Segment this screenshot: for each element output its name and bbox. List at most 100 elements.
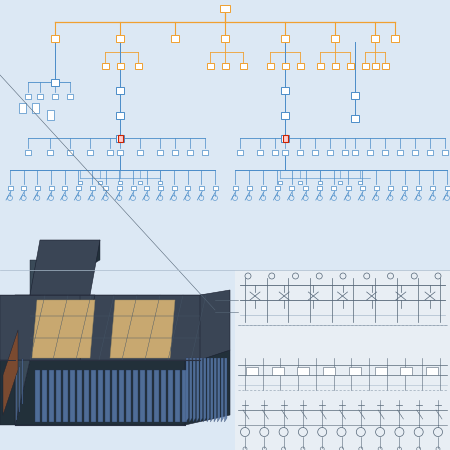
Polygon shape [197,358,199,422]
Bar [382,149,388,154]
Bar [297,367,310,375]
Bar [323,367,335,375]
Bar [397,149,403,154]
Bar [78,180,82,184]
Bar [303,186,308,190]
Bar [221,63,229,69]
Polygon shape [200,290,230,360]
Polygon shape [119,370,124,422]
Bar [346,63,354,69]
Bar [116,35,124,41]
Bar [374,367,387,375]
Bar [402,186,407,190]
Bar [117,186,122,190]
Bar [235,270,450,450]
Bar [116,112,124,118]
Bar [32,103,39,113]
Bar [342,149,348,154]
Polygon shape [30,240,100,295]
Bar [316,63,324,69]
Bar [130,186,135,190]
Bar [118,180,122,184]
Bar [202,149,208,154]
Bar [87,149,93,154]
Bar [37,94,43,99]
Bar [275,186,280,190]
Bar [351,91,359,99]
Bar [332,63,338,69]
Bar [171,186,176,190]
Polygon shape [0,295,45,425]
Polygon shape [185,350,230,425]
Bar [360,186,364,190]
Bar [98,180,102,184]
Bar [25,94,31,99]
Polygon shape [30,260,40,295]
Bar [278,180,282,184]
Polygon shape [133,370,138,422]
Bar [351,114,359,122]
Bar [237,149,243,154]
Bar [171,35,179,41]
Bar [47,149,53,154]
Bar [358,180,362,184]
Bar [107,149,113,154]
Polygon shape [168,370,173,422]
Bar [62,186,67,190]
Bar [430,186,435,190]
Polygon shape [186,358,189,422]
Bar [35,186,40,190]
Polygon shape [225,358,227,422]
Polygon shape [217,358,220,422]
Bar [261,186,266,190]
Bar [46,110,54,120]
Bar [281,35,289,41]
Polygon shape [214,358,216,422]
Bar [247,186,252,190]
Polygon shape [77,370,82,422]
Bar [297,63,303,69]
Polygon shape [35,370,40,422]
Polygon shape [221,358,224,422]
Bar [116,86,124,94]
Bar [51,78,59,86]
Bar [361,63,369,69]
Polygon shape [84,370,89,422]
Bar [283,135,288,141]
Polygon shape [3,330,18,415]
Polygon shape [110,300,175,358]
Bar [199,186,204,190]
Bar [76,186,81,190]
Polygon shape [211,358,213,422]
Bar [349,367,361,375]
Polygon shape [32,300,95,358]
Polygon shape [200,358,202,422]
Polygon shape [0,360,15,425]
Polygon shape [147,370,152,422]
Bar [8,186,13,190]
Bar [266,63,274,69]
Bar [158,186,163,190]
Polygon shape [42,370,47,422]
Bar [289,186,294,190]
Bar [371,35,379,41]
Bar [25,149,31,154]
Bar [312,149,318,154]
Bar [103,186,108,190]
Bar [49,186,54,190]
Polygon shape [98,370,103,422]
Bar [445,186,450,190]
Bar [144,186,149,190]
Bar [352,149,358,154]
Polygon shape [126,370,131,422]
Bar [281,86,289,94]
Bar [102,63,108,69]
Bar [282,149,288,154]
Bar [318,180,322,184]
Bar [21,186,26,190]
Bar [426,367,438,375]
Bar [317,186,322,190]
Bar [442,149,448,154]
Bar [297,149,303,154]
Bar [138,180,142,184]
